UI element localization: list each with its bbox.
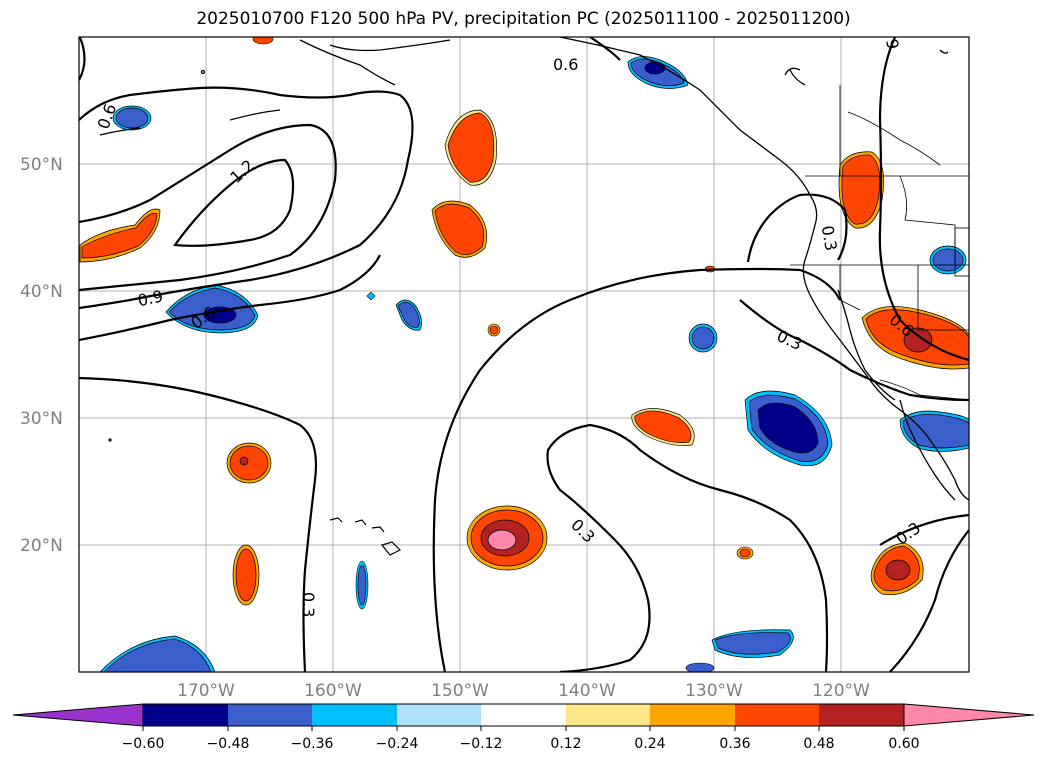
lon-label: 160°W bbox=[304, 681, 362, 701]
precip-blob bbox=[899, 410, 969, 452]
lon-label: 140°W bbox=[558, 681, 616, 701]
contour-line bbox=[739, 299, 969, 402]
lon-label: 130°W bbox=[685, 681, 743, 701]
colorbar-ticks bbox=[142, 726, 905, 731]
map-title: 2025010700 F120 500 hPa PV, precipitatio… bbox=[196, 9, 851, 29]
lon-label: 170°W bbox=[177, 681, 235, 701]
contour-label: 0.9 bbox=[136, 286, 165, 310]
political-borders bbox=[790, 85, 969, 401]
precip-blob bbox=[165, 284, 259, 334]
lon-label: 150°W bbox=[431, 681, 489, 701]
precip-blob bbox=[466, 505, 548, 571]
contour-line bbox=[79, 123, 337, 292]
contour-line bbox=[79, 376, 318, 672]
precip-blob bbox=[366, 291, 376, 301]
colorbar-segment bbox=[735, 704, 819, 726]
colorbar-tick-label: −0.48 bbox=[207, 736, 250, 752]
colorbar-tick-label: −0.24 bbox=[376, 736, 419, 752]
colorbar-tick-label: −0.12 bbox=[460, 736, 503, 752]
contour-label: 0.6 bbox=[553, 55, 578, 74]
contour-label: 9 bbox=[882, 37, 902, 50]
colorbar-extend-high bbox=[903, 703, 1035, 727]
lat-label: 50°N bbox=[20, 155, 63, 175]
colorbar: −0.60 −0.48 −0.36 −0.24 −0.12 0.12 0.24 … bbox=[12, 703, 1035, 752]
pv-contours bbox=[79, 37, 969, 672]
colorbar-tick-label: 0.60 bbox=[888, 736, 919, 752]
contour-line bbox=[79, 86, 414, 310]
precip-blob bbox=[226, 442, 272, 484]
precip-blob bbox=[838, 151, 884, 229]
contour-label: 0.3 bbox=[299, 592, 318, 617]
lat-label: 30°N bbox=[20, 409, 63, 429]
precip-positive-blobs bbox=[79, 37, 969, 606]
contour-line bbox=[432, 267, 841, 672]
colorbar-tick-label: 0.12 bbox=[550, 736, 581, 752]
precip-blob bbox=[929, 245, 967, 275]
precip-blob bbox=[99, 635, 216, 672]
precip-blob bbox=[711, 629, 794, 658]
contour-line bbox=[889, 529, 969, 672]
colorbar-tick-label: 0.36 bbox=[719, 736, 750, 752]
colorbar-segment bbox=[650, 704, 735, 726]
precip-blob bbox=[79, 208, 161, 263]
colorbar-segment bbox=[228, 704, 312, 726]
colorbar-tick-label: 0.48 bbox=[803, 736, 834, 752]
colorbar-segment bbox=[143, 704, 228, 726]
precip-blob bbox=[232, 544, 260, 606]
contour-line bbox=[879, 513, 969, 546]
contour-line bbox=[546, 423, 829, 672]
colorbar-frame bbox=[142, 703, 905, 727]
lat-label: 20°N bbox=[20, 536, 63, 556]
precip-blob bbox=[112, 105, 152, 131]
lat-label: 40°N bbox=[20, 282, 63, 302]
latitude-labels: 50°N 40°N 30°N 20°N bbox=[20, 155, 63, 556]
contour-label: 0.3 bbox=[818, 224, 841, 252]
colorbar-segment bbox=[819, 704, 904, 726]
colorbar-segment bbox=[312, 704, 397, 726]
precip-blob bbox=[744, 390, 833, 467]
colorbar-segment bbox=[566, 704, 650, 726]
precip-blob bbox=[870, 542, 924, 596]
colorbar-tick-label: 0.24 bbox=[634, 736, 665, 752]
coastlines bbox=[99, 37, 969, 501]
map-frame bbox=[78, 36, 970, 673]
map-area bbox=[79, 37, 969, 672]
precip-blob bbox=[431, 200, 488, 258]
colorbar-tick-label: −0.36 bbox=[291, 736, 334, 752]
precip-blob bbox=[252, 37, 274, 45]
precip-blob bbox=[444, 109, 497, 186]
precip-blob bbox=[395, 299, 422, 331]
contour-line bbox=[79, 37, 86, 81]
lon-label: 120°W bbox=[812, 681, 870, 701]
precip-blob bbox=[685, 662, 715, 672]
contour-line bbox=[589, 37, 621, 61]
contour-line bbox=[878, 37, 969, 362]
contour-line bbox=[746, 193, 848, 263]
precip-blob bbox=[631, 408, 695, 446]
longitude-labels: 170°W 160°W 150°W 140°W 130°W 120°W bbox=[177, 681, 870, 701]
islands bbox=[108, 69, 402, 556]
contour-line bbox=[79, 254, 381, 342]
precip-blob bbox=[736, 546, 754, 560]
precip-blob bbox=[355, 560, 369, 610]
colorbar-tick-label: −0.60 bbox=[122, 736, 165, 752]
colorbar-extend-low bbox=[12, 703, 144, 727]
colorbar-segment bbox=[397, 704, 481, 726]
contour-line bbox=[173, 158, 295, 247]
colorbar-segment bbox=[481, 704, 566, 726]
precip-blob bbox=[688, 323, 718, 353]
precip-blob bbox=[487, 323, 501, 337]
precip-negative-blobs bbox=[99, 56, 969, 672]
